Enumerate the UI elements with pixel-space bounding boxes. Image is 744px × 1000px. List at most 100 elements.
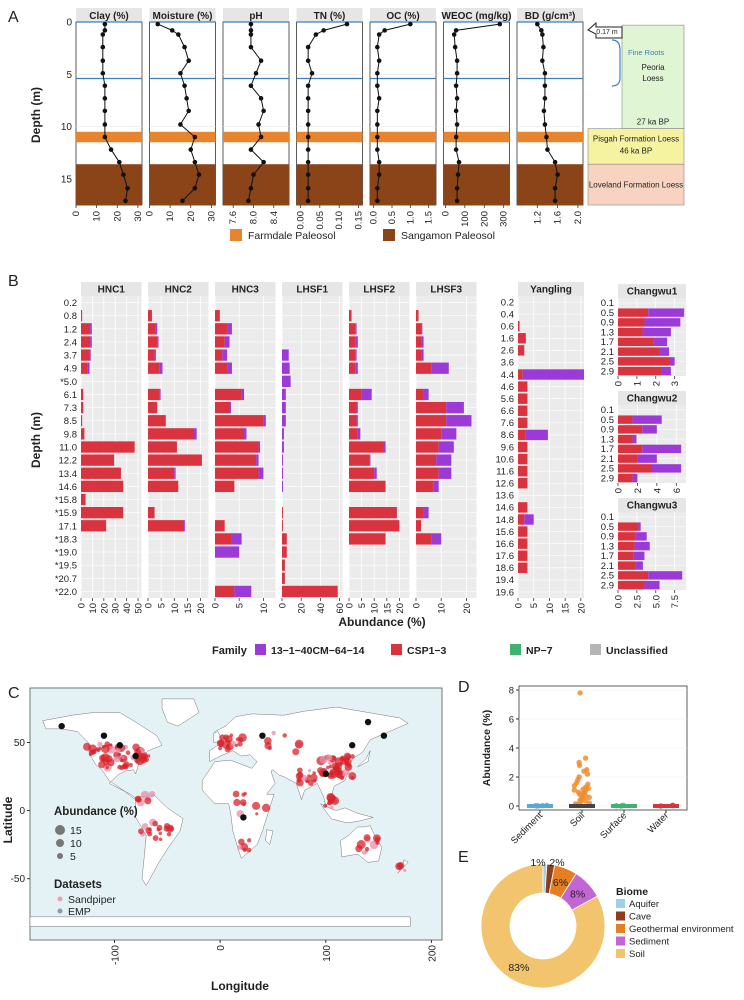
panel-b-depth-label: 14.6 (59, 482, 78, 493)
panel-b-bar-csp1-3 (148, 507, 155, 519)
panel-a-point (552, 198, 558, 204)
panel-b-bar-csp1-3 (416, 480, 434, 493)
panel-b-depth-label: 16.6 (496, 539, 515, 550)
panel-b-legend-label: 13−1−40CM−64−14 (271, 645, 365, 657)
panel-b-bar-csp1-3 (148, 454, 202, 466)
panel-c-sample-point (325, 754, 333, 762)
panel-a-point (542, 122, 548, 127)
panel-b-depth-label: 2.1 (601, 561, 614, 572)
panel-b-bar-csp1-3 (282, 585, 338, 598)
panel-b-bar-csp1-3 (518, 393, 528, 404)
panel-a-band (370, 164, 436, 205)
panel-b-bar-csp1-3 (618, 434, 633, 444)
panel-b-bar-csp1-3 (518, 381, 528, 392)
panel-c-sample-point-dark (132, 752, 139, 760)
panel-b-facet-title: Changwu2 (627, 394, 678, 405)
panel-e-legend-swatch (616, 949, 625, 958)
panel-b-bar-csp1-3 (81, 428, 85, 440)
panel-b-bar-csp1-3 (518, 429, 526, 441)
panel-a-point (251, 172, 256, 177)
panel-c-sample-point (121, 763, 128, 769)
panel-b-bar-csp1-3 (349, 362, 356, 374)
panel-a-point (454, 185, 460, 191)
panel-b-bar-csp1-3 (518, 345, 525, 356)
panel-c-sample-point (403, 868, 407, 872)
panel-a-point (408, 21, 413, 27)
panel-b-strip (148, 282, 209, 296)
panel-c-sample-point (97, 741, 103, 748)
panel-b-x-tick-label: 5 (357, 603, 368, 608)
panel-a-point (375, 198, 380, 204)
panel-a-point (321, 28, 326, 33)
panel-c-sample-point (252, 801, 261, 810)
panel-a-point (184, 96, 189, 101)
panel-a-point (188, 147, 194, 152)
panel-a-point (375, 83, 380, 89)
panel-a-point (376, 96, 382, 101)
panel-c-sample-point (329, 805, 334, 810)
panel-b-bar-13-1-40cm (159, 388, 161, 401)
panel-d-cluster (527, 804, 553, 808)
panel-b-depth-label: 14.8 (496, 515, 515, 526)
panel-b-bar-13-1-40cm (659, 347, 669, 356)
panel-a-x-tick-label: 10 (165, 211, 176, 222)
panel-a-point (248, 185, 254, 191)
panel-c-sample-point (233, 798, 241, 807)
panel-b-bar-csp1-3 (148, 520, 184, 532)
panel-b-bar-csp1-3 (148, 441, 177, 453)
panel-b-bar-13-1-40cm (441, 428, 457, 440)
panel-b-depth-label: *19.0 (55, 548, 77, 559)
panel-a-point (186, 108, 191, 114)
panel-a-point (102, 21, 108, 27)
panel-b-bar-csp1-3 (215, 533, 232, 545)
panel-a-point (305, 83, 311, 89)
panel-b-bar-csp1-3 (81, 493, 86, 506)
panel-a-facet-title: Clay (%) (89, 11, 128, 22)
panel-c-landmass (357, 750, 371, 768)
panel-a-point (305, 108, 311, 114)
panel-b-bar-csp1-3 (416, 428, 442, 440)
panel-b-depth-label: 2.1 (601, 454, 614, 465)
panel-c-sample-point (297, 767, 303, 774)
panel-b-bar-csp1-3 (416, 362, 432, 374)
panel-a-point (540, 58, 545, 63)
panel-a-point (305, 122, 311, 127)
panel-a-point (192, 159, 198, 165)
panel-a-band (443, 131, 510, 143)
panel-a-y-tick: 15 (61, 174, 73, 185)
panel-d-point (582, 798, 589, 804)
panel-a-x-tick-label: 2.0 (573, 211, 584, 224)
panel-b-x-tick-label: 20 (395, 603, 406, 614)
panel-a-point (376, 172, 382, 177)
panel-b-bar-csp1-3 (81, 401, 84, 414)
panel-b-bar-13-1-40cm (234, 585, 252, 598)
panel-b-bar-13-1-40cm (383, 441, 386, 453)
panel-c-sample-point (145, 827, 152, 834)
panel-a-point (192, 185, 198, 191)
panel-a-marker-label: 0.17 m (596, 29, 618, 36)
panel-b-bar-13-1-40cm (87, 362, 90, 374)
panel-b-bar-csp1-3 (215, 480, 235, 493)
panel-b-bar-csp1-3 (416, 310, 419, 322)
panel-b-legend-label: CSP1−3 (407, 645, 447, 657)
panel-b-bar-13-1-40cm (282, 362, 290, 374)
panel-b-depth-label: 7.3 (64, 403, 77, 414)
panel-c-sample-point (255, 812, 259, 816)
panel-b-bar-13-1-40cm (446, 401, 464, 414)
panel-b-x-tick-label: 50 (134, 603, 145, 614)
panel-a-roots-bracket (611, 39, 621, 87)
panel-label-b: B (8, 273, 19, 290)
panel-a-point (261, 108, 266, 114)
panel-b-bar-13-1-40cm (194, 428, 197, 440)
panel-a-point (545, 147, 550, 152)
panel-a-band (443, 164, 510, 205)
panel-b-bar-13-1-40cm (90, 323, 92, 335)
panel-c-legend-size-label: 10 (70, 838, 82, 850)
panel-b-facet-title: LHSF1 (296, 285, 328, 296)
panel-a-x-tick-label: 30 (133, 211, 144, 222)
panel-a-point (196, 172, 202, 177)
panel-a-point (453, 28, 459, 33)
panel-a-point (256, 122, 261, 127)
panel-a-point (453, 83, 459, 89)
panel-a-point (305, 96, 311, 101)
